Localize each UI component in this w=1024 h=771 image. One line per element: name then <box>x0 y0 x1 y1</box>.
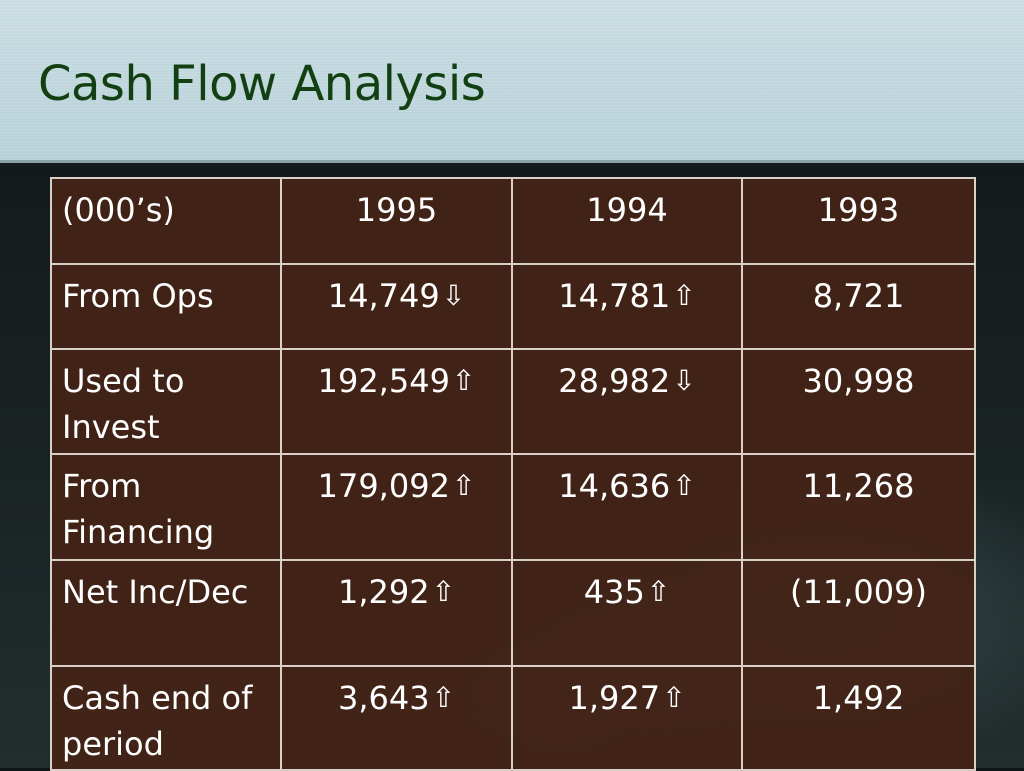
arrow-up-icon: ⇧ <box>662 681 686 714</box>
table-row: From Financing 179,092⇧ 14,636⇧ 11,268 <box>50 453 976 561</box>
cash-flow-table: (000’s) 1995 1994 1993 From Ops 14,749⇩ … <box>50 177 976 771</box>
table-cell: 435⇧ <box>511 559 743 667</box>
table-cell: 3,643⇧ <box>280 665 513 771</box>
table-header-row: (000’s) 1995 1994 1993 <box>50 177 976 265</box>
table-cell: 14,781⇧ <box>511 263 743 350</box>
title-bar: Cash Flow Analysis <box>0 0 1024 163</box>
cell-value: 11,268 <box>802 467 915 505</box>
cell-value: 14,749 <box>327 277 440 315</box>
table-cell: 14,636⇧ <box>511 453 743 561</box>
table-row: From Ops 14,749⇩ 14,781⇧ 8,721 <box>50 263 976 350</box>
cell-value: 28,982 <box>558 362 671 400</box>
table-cell: 8,721 <box>741 263 976 350</box>
header-year-1994: 1994 <box>511 177 743 265</box>
cell-value: 192,549 <box>317 362 450 400</box>
cell-value: 1,292 <box>337 573 430 611</box>
table-cell: 1,927⇧ <box>511 665 743 771</box>
table-row: Cash end of period 3,643⇧ 1,927⇧ 1,492 <box>50 665 976 771</box>
cell-value: 179,092 <box>317 467 450 505</box>
cell-value: (11,009) <box>790 573 927 611</box>
row-label: Cash end of period <box>50 665 282 771</box>
arrow-down-icon: ⇩ <box>672 364 696 397</box>
row-label: Used to Invest <box>50 348 282 455</box>
arrow-up-icon: ⇧ <box>431 681 456 714</box>
header-units: (000’s) <box>50 177 282 265</box>
cell-value: 3,643 <box>337 679 430 717</box>
arrow-up-icon: ⇧ <box>451 364 476 397</box>
cell-value: 14,781 <box>558 277 671 315</box>
table-row: Net Inc/Dec 1,292⇧ 435⇧ (11,009) <box>50 559 976 667</box>
arrow-up-icon: ⇧ <box>451 469 476 502</box>
arrow-up-icon: ⇧ <box>672 279 696 312</box>
cell-value: 14,636 <box>558 467 671 505</box>
row-label: From Ops <box>50 263 282 350</box>
arrow-up-icon: ⇧ <box>646 575 671 608</box>
table-cell: 30,998 <box>741 348 976 455</box>
table-cell: 192,549⇧ <box>280 348 513 455</box>
row-label: Net Inc/Dec <box>50 559 282 667</box>
cell-value: 30,998 <box>802 362 915 400</box>
table-cell: (11,009) <box>741 559 976 667</box>
table-row: Used to Invest 192,549⇧ 28,982⇩ 30,998 <box>50 348 976 455</box>
table-cell: 179,092⇧ <box>280 453 513 561</box>
row-label: From Financing <box>50 453 282 561</box>
arrow-up-icon: ⇧ <box>431 575 456 608</box>
table-cell: 11,268 <box>741 453 976 561</box>
table-cell: 1,292⇧ <box>280 559 513 667</box>
header-year-1995: 1995 <box>280 177 513 265</box>
arrow-down-icon: ⇩ <box>441 279 466 312</box>
table-cell: 14,749⇩ <box>280 263 513 350</box>
page-title: Cash Flow Analysis <box>38 56 486 112</box>
cell-value: 8,721 <box>812 277 905 315</box>
cell-value: 1,927 <box>568 679 661 717</box>
cell-value: 1,492 <box>812 679 905 717</box>
arrow-up-icon: ⇧ <box>672 469 696 502</box>
table-cell: 1,492 <box>741 665 976 771</box>
cell-value: 435 <box>583 573 645 611</box>
header-year-1993: 1993 <box>741 177 976 265</box>
table-cell: 28,982⇩ <box>511 348 743 455</box>
